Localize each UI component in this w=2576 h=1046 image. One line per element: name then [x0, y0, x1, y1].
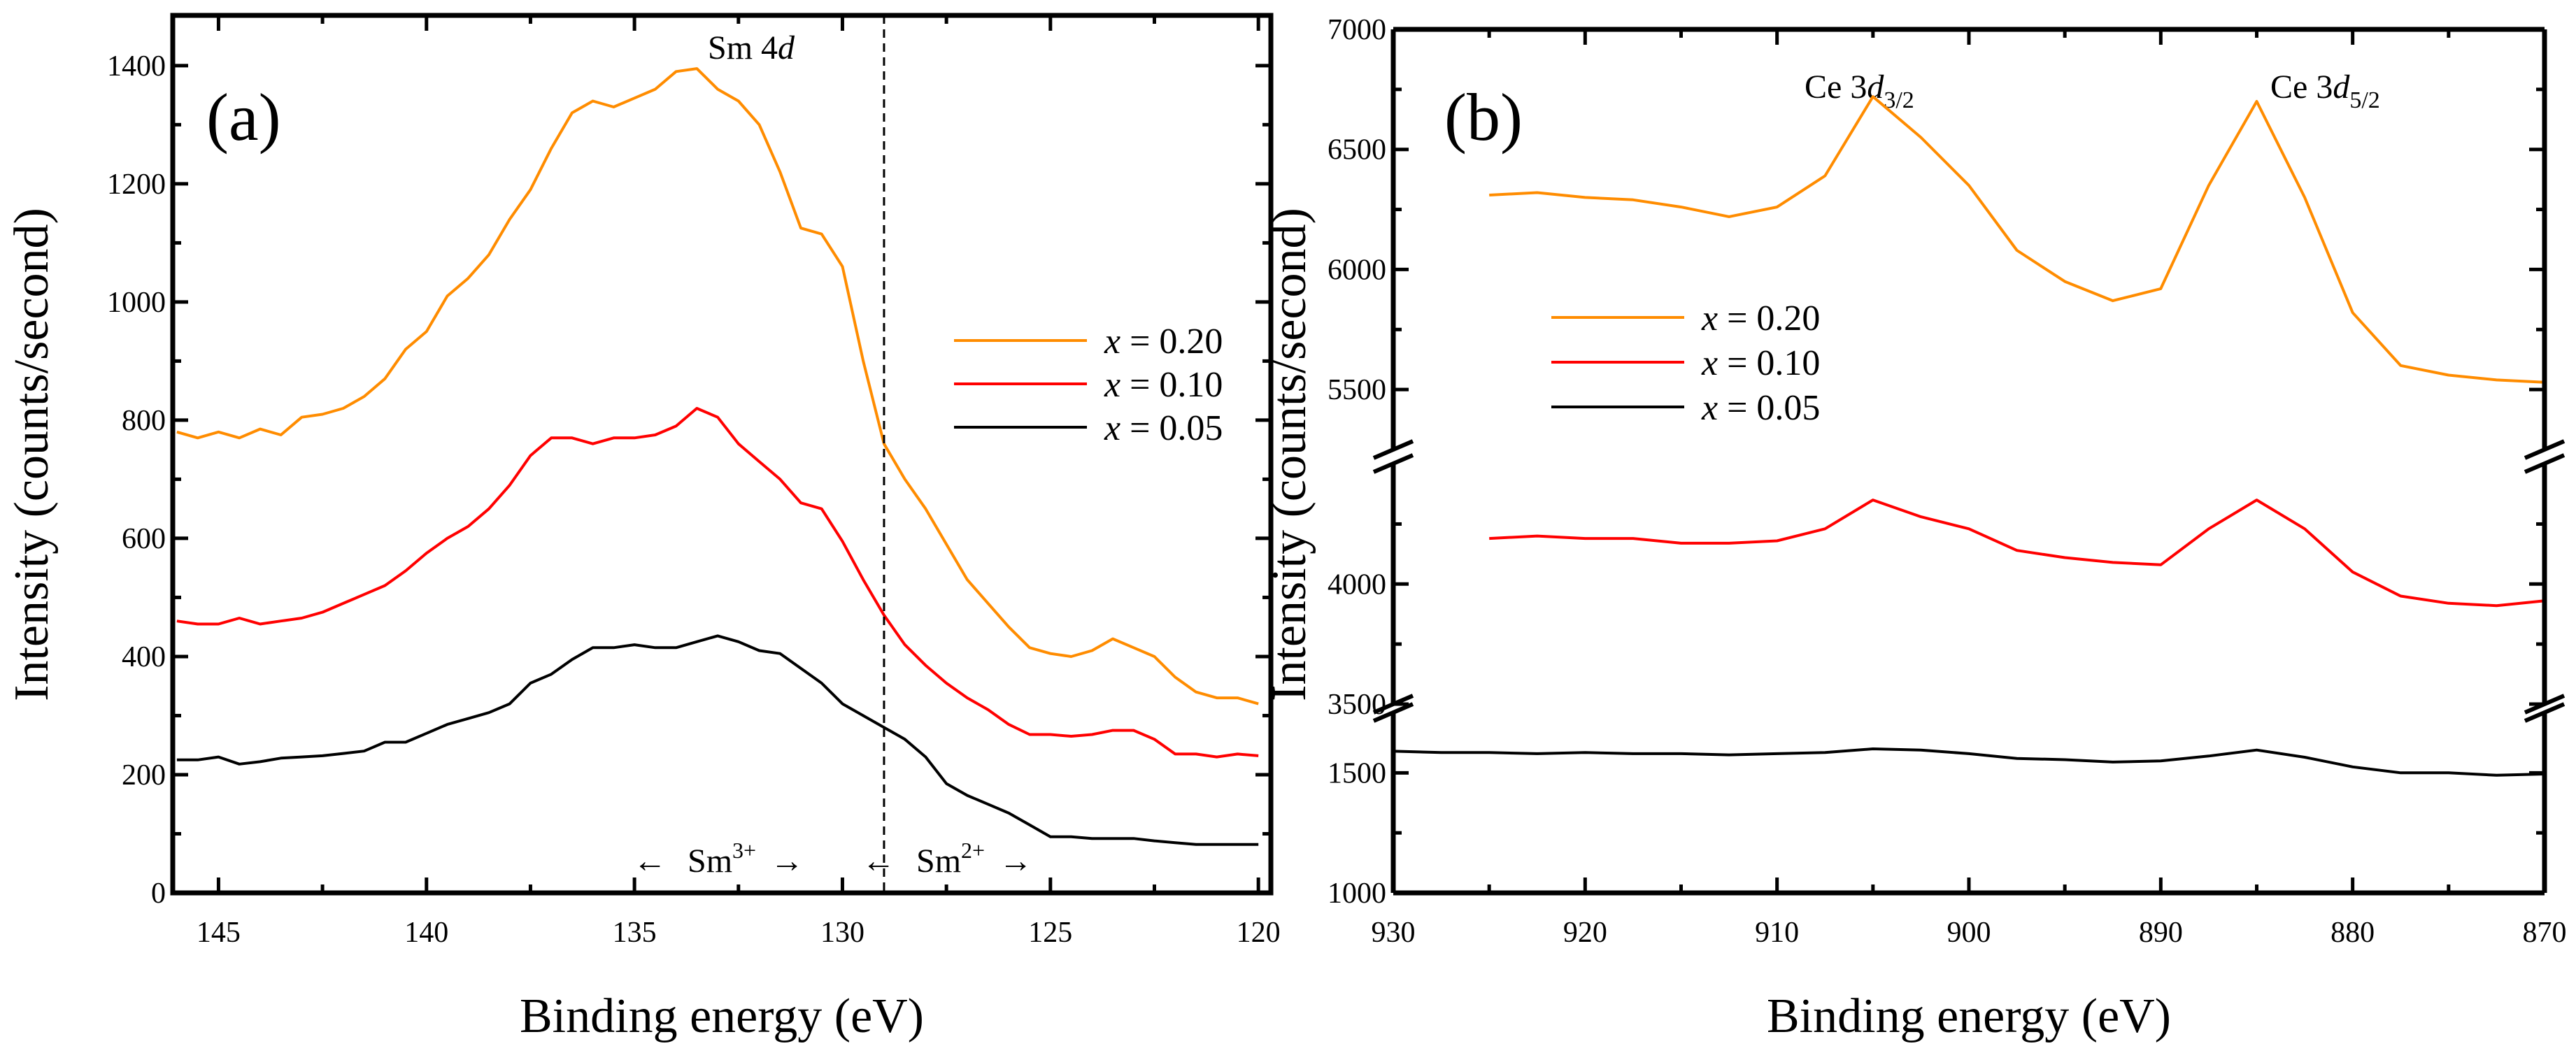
sm4d-annotation: Sm 4d: [708, 29, 795, 66]
legend-label: x = 0.20: [1701, 299, 1820, 338]
y-tick-label: 6500: [1328, 134, 1386, 166]
x-tick-label: 125: [1028, 917, 1072, 949]
x-tick-label: 120: [1237, 917, 1281, 949]
x-tick-label: 140: [404, 917, 448, 949]
legend: x = 0.20 x = 0.10x = 0.05: [954, 322, 1223, 448]
x-tick-label: 130: [820, 917, 864, 949]
axis-break-mark: [1372, 453, 1414, 474]
x-tick-label: 920: [1563, 917, 1607, 949]
axis-break-mark: [2524, 453, 2566, 474]
y-tick-label: 6000: [1328, 254, 1386, 286]
y-tick-label: 1400: [107, 50, 166, 83]
axis-break-mark: [2524, 702, 2566, 723]
legend-label: x = 0.05: [1104, 408, 1223, 448]
y-tick-label: 4000: [1328, 568, 1386, 601]
y-tick-label: 7000: [1328, 14, 1386, 46]
x-tick-label: 930: [1372, 917, 1416, 949]
series-line-005: [176, 634, 1259, 846]
sm3-annotation: ← Sm3+ →: [633, 838, 804, 880]
x-tick-label: 910: [1755, 917, 1799, 949]
axis-break-mark: [2524, 439, 2566, 460]
x-tick-label: 880: [2331, 917, 2375, 949]
y-tick-label: 3500: [1328, 689, 1386, 721]
x-tick-label: 870: [2523, 917, 2567, 949]
y-tick-label: 1500: [1328, 757, 1386, 789]
y-tick-label: 1200: [107, 169, 166, 201]
y-tick-label: 1000: [1328, 877, 1386, 910]
legend-label: x = 0.05: [1701, 388, 1820, 428]
ce-3d32-annotation: Ce 3d3/2: [1805, 69, 1914, 113]
sm2-annotation: ← Sm2+ →: [862, 838, 1032, 880]
ce-3d52-annotation: Ce 3d5/2: [2270, 69, 2380, 113]
y-axis-title-b: Intensity (counts/second): [1262, 208, 1316, 701]
x-tick-label: 900: [1947, 917, 1991, 949]
series-line-005: [1393, 747, 2545, 777]
axis-break-mark: [1372, 439, 1414, 460]
panel-a: (a) Sm 4d ← Sm3+ → ← Sm2+ → Binding energy (…: [5, 13, 1281, 1043]
y-tick-label: 1000: [107, 287, 166, 319]
axis-break-mark: [1372, 702, 1414, 723]
x-tick-label: 890: [2139, 917, 2183, 949]
y-axis-title-a: Intensity (counts/second): [5, 208, 59, 701]
series-line-010: [1489, 499, 2545, 608]
x-tick-label: 145: [197, 917, 241, 949]
y-tick-label: 400: [122, 641, 166, 673]
panel-b: (b) Ce 3d3/2 Ce 3d5/2 Binding energy (eV…: [1262, 14, 2567, 1043]
x-axis-title-b: Binding energy (eV): [1767, 989, 2171, 1043]
legend-label: x = 0.10: [1104, 365, 1223, 405]
series-line-010: [176, 407, 1259, 759]
y-tick-label: 5500: [1328, 374, 1386, 406]
y-tick-label: 0: [151, 877, 166, 910]
y-tick-label: 800: [122, 405, 166, 437]
x-tick-label: 135: [613, 917, 657, 949]
axis-break-mark: [1372, 694, 1414, 715]
panel-label-a: (a): [206, 80, 281, 155]
legend-label: x = 0.20: [1104, 322, 1223, 361]
legend-label: x = 0.10: [1701, 343, 1820, 383]
panel-label-b: (b): [1444, 80, 1523, 155]
axis-break-mark: [2524, 694, 2566, 715]
plot-frame: [170, 13, 1274, 896]
x-axis-title-a: Binding energy (eV): [520, 989, 924, 1043]
y-tick-label: 200: [122, 759, 166, 791]
legend: x = 0.20 x = 0.10 x = 0.05: [1551, 299, 1820, 428]
series-line-020: [176, 67, 1259, 705]
series-line-020: [1489, 95, 2545, 384]
y-tick-label: 600: [122, 523, 166, 555]
